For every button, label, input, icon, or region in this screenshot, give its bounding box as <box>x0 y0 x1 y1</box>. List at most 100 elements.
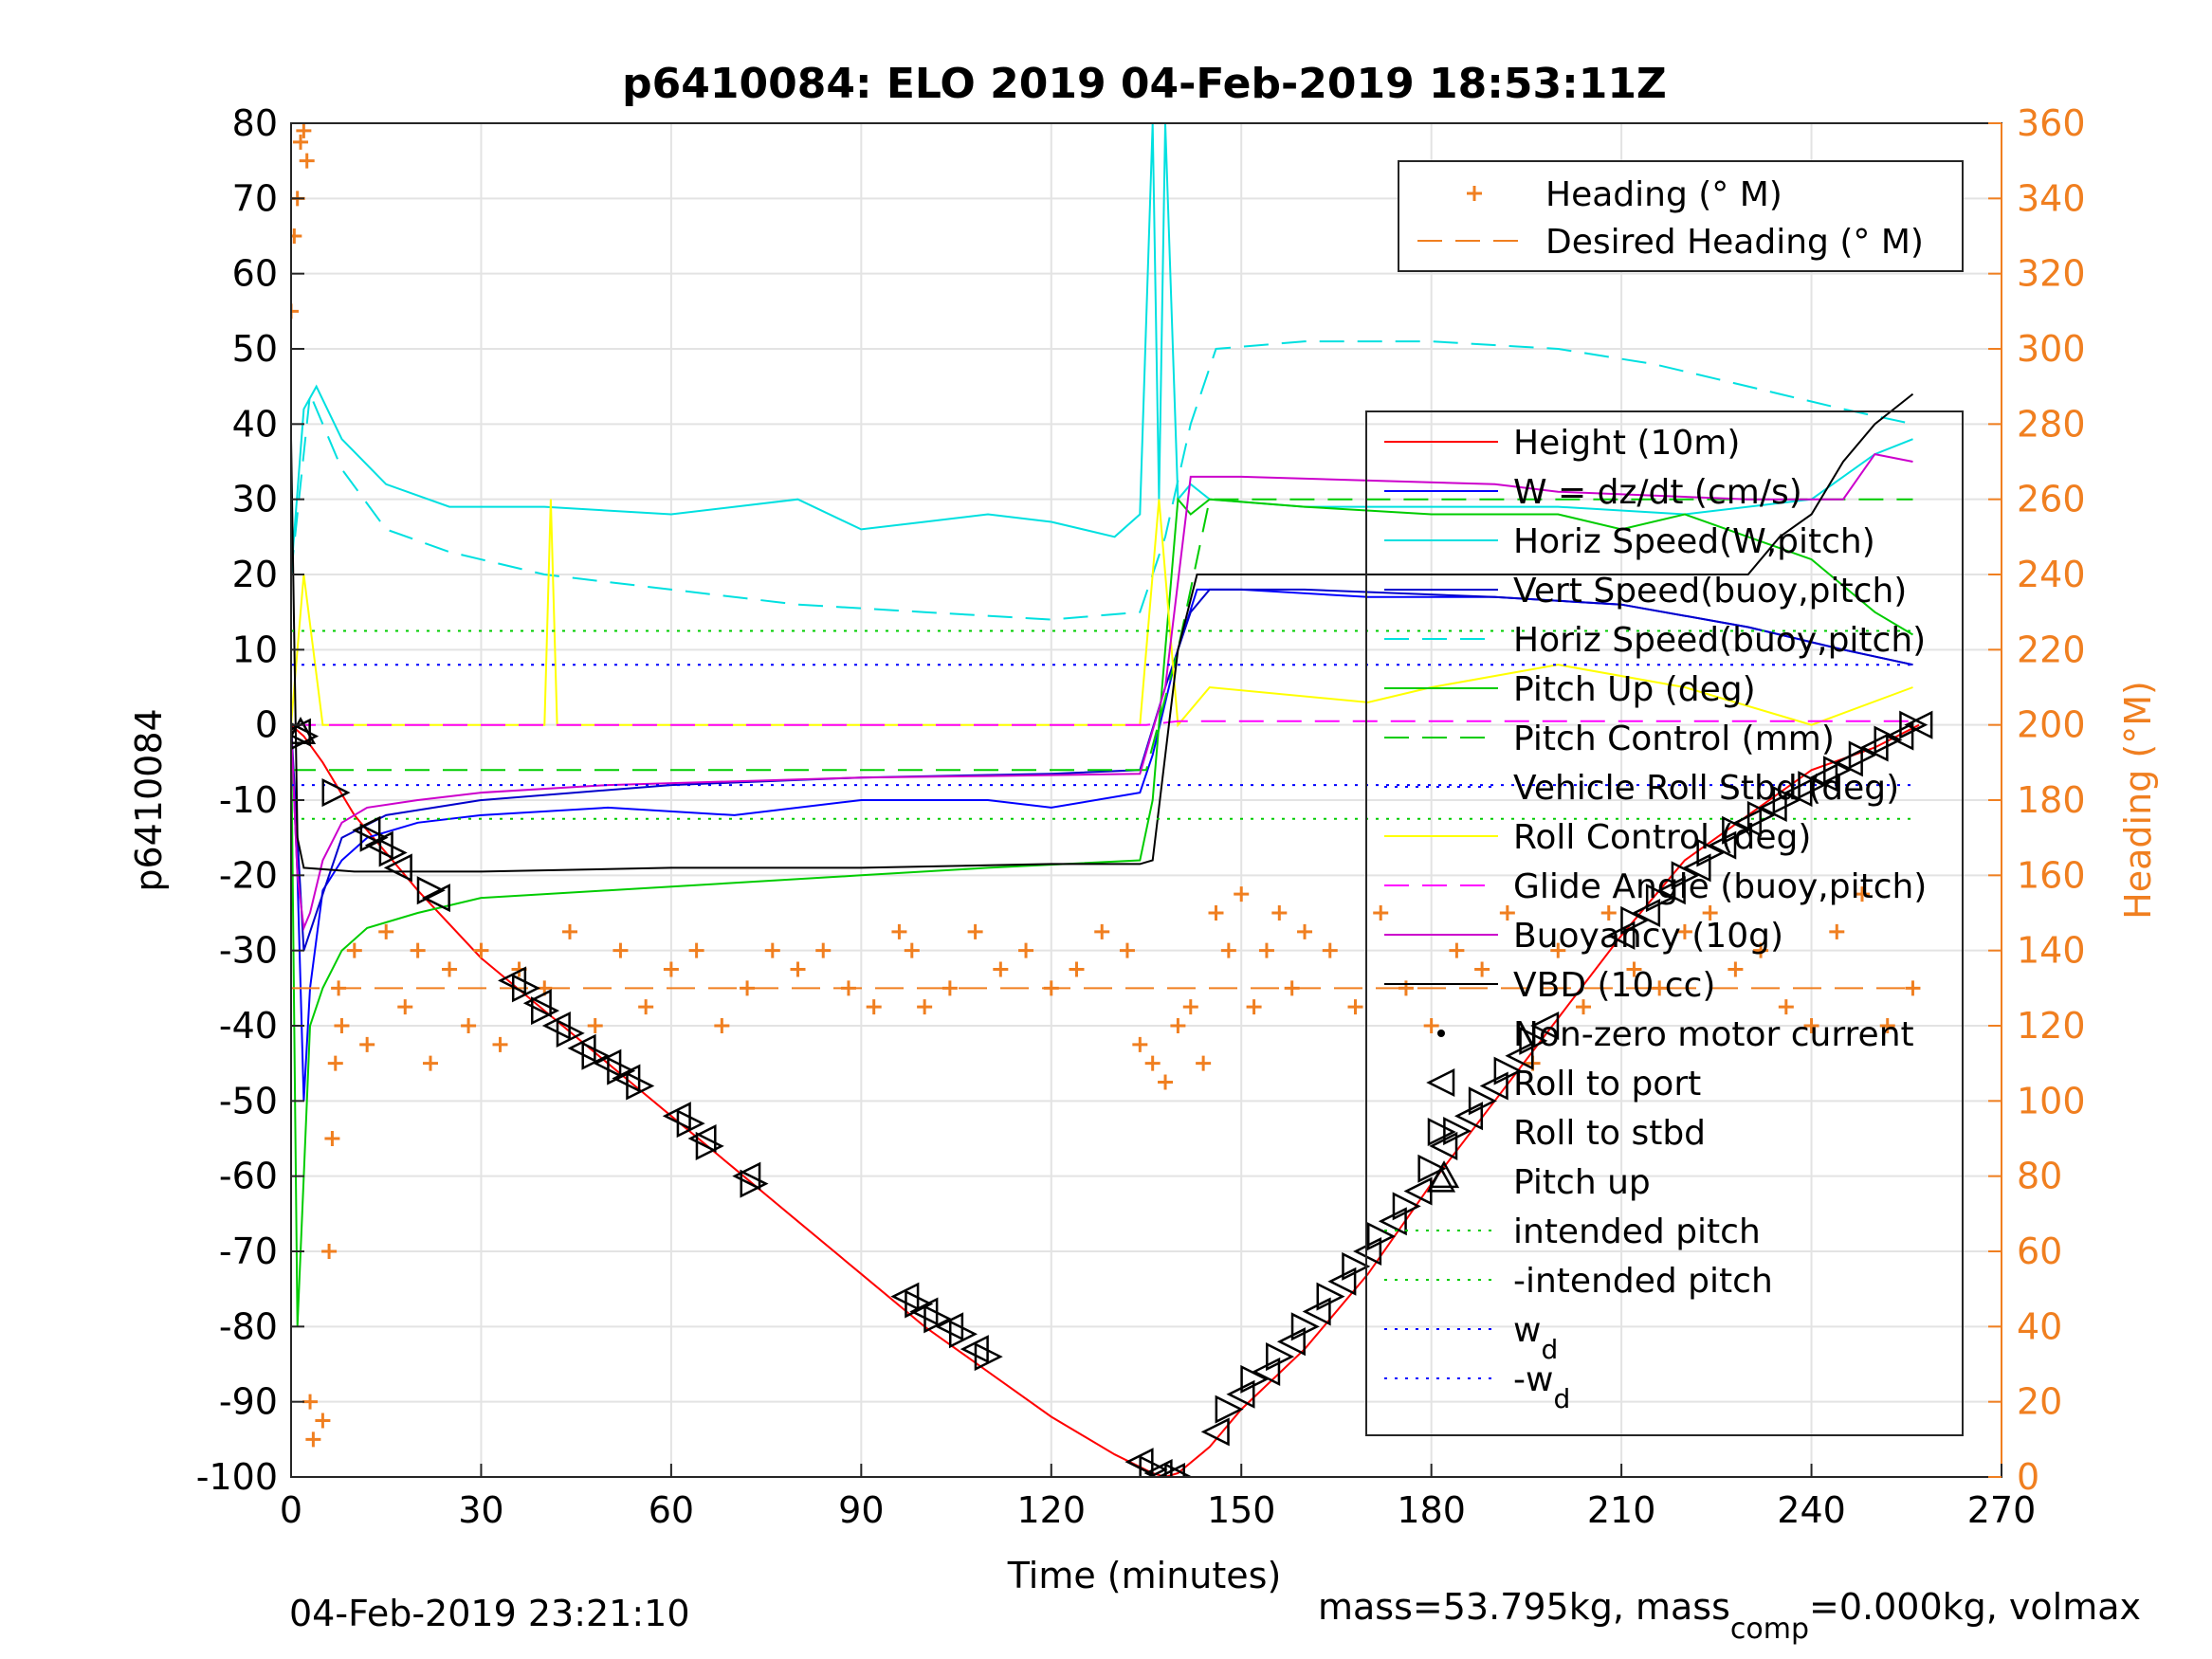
series-line-2 <box>291 123 1913 575</box>
legend-main-label-14: Roll to stbd <box>1513 1114 1706 1153</box>
roll-stbd-marker-43 <box>1874 725 1903 755</box>
heading-point-54 <box>1182 999 1198 1015</box>
heading-point-21 <box>461 1018 477 1033</box>
roll-stbd-marker-42 <box>1848 740 1877 770</box>
heading-point-64 <box>1322 942 1338 958</box>
heading-point-23 <box>492 1036 508 1052</box>
heading-point-84 <box>1829 923 1845 939</box>
y2-tick-label-4: 280 <box>2017 403 2086 445</box>
roll-stbd-marker-23 <box>1290 1312 1320 1341</box>
roll-port-marker-21 <box>1200 1417 1230 1447</box>
x-tick-label-6: 180 <box>1397 1489 1466 1531</box>
y2-tick-label-6: 240 <box>2017 554 2086 595</box>
legend-main-sample-15 <box>1426 1166 1456 1193</box>
heading-point-27 <box>587 1018 603 1033</box>
series-layer <box>291 123 1920 1477</box>
heading-point-8 <box>315 1413 331 1429</box>
y-tick-label-13: -50 <box>219 1080 278 1121</box>
legend-main-label-4: Horiz Speed(buoy,pitch) <box>1513 621 1926 660</box>
roll-stbd-marker-19 <box>1164 1462 1194 1477</box>
ticks: 0 30 60 90 120 150 180 210 240 270 80 70 60 50 40 30 20 1… <box>196 102 2086 1531</box>
roll-stbd-marker-18 <box>1139 1455 1168 1477</box>
heading-point-75 <box>1600 905 1617 921</box>
roll-stbd-marker-34 <box>1645 884 1674 913</box>
heading-point-16 <box>378 923 394 939</box>
legend-main-label-1: W = dz/dt (cm/s) <box>1513 473 1802 512</box>
heading-point-18 <box>410 942 426 958</box>
x-tick-label-5: 150 <box>1207 1489 1276 1531</box>
y-tick-label-2: 60 <box>232 253 278 295</box>
heading-point-69 <box>1449 942 1465 958</box>
legend-main-label-9: Glide Angle (buoy,pitch) <box>1513 867 1927 906</box>
legend-heading: Heading (° M) Desired Heading (° M) <box>1398 160 1964 272</box>
heading-point-6 <box>302 1394 319 1410</box>
pitch-up-marker-0 <box>291 717 317 745</box>
x-tick-label-2: 60 <box>649 1489 694 1531</box>
y2-tick-label-5: 260 <box>2017 479 2086 520</box>
heading-point-66 <box>1373 905 1389 921</box>
footer-left: 04-Feb-2019 23:21:10 <box>289 1593 690 1634</box>
roll-stbd-marker-1 <box>321 778 351 808</box>
y2-tick-label-7: 220 <box>2017 629 2086 670</box>
y2-tick-label-0: 360 <box>2017 102 2086 144</box>
roll-stbd-marker-27 <box>1392 1192 1421 1221</box>
heading-point-17 <box>397 999 413 1015</box>
y-tick-label-14: -60 <box>219 1156 278 1197</box>
heading-point-34 <box>764 942 780 958</box>
heading-point-55 <box>1196 1055 1212 1071</box>
series-line-6 <box>291 498 1913 772</box>
y2-tick-label-10: 160 <box>2017 854 2086 896</box>
heading-point-15 <box>359 1036 375 1052</box>
y2-tick-label-12: 120 <box>2017 1005 2086 1047</box>
footer-mass-sub: comp <box>1730 1613 1809 1646</box>
roll-stbd-marker-3 <box>378 838 408 867</box>
heading-point-43 <box>967 923 983 939</box>
y-axis-label: p6410084 <box>128 708 170 891</box>
y2-tick-label-3: 300 <box>2017 328 2086 370</box>
y2-tick-label-15: 60 <box>2017 1231 2062 1272</box>
y-tick-label-16: -80 <box>219 1305 278 1347</box>
heading-point-73 <box>1550 942 1566 958</box>
legend-main-box <box>1365 410 1964 1436</box>
heading-point-79 <box>1702 905 1718 921</box>
heading-point-74 <box>1576 999 1592 1015</box>
roll-stbd-marker-40 <box>1798 771 1827 800</box>
roll-stbd-marker-9 <box>607 1056 636 1085</box>
roll-port-marker-1 <box>352 815 381 845</box>
legend-main-label-5: Pitch Up (deg) <box>1513 670 1756 709</box>
heading-point-42 <box>941 980 958 996</box>
heading-point-19 <box>422 1055 438 1071</box>
y-tick-label-7: 10 <box>232 629 278 670</box>
heading-point-22 <box>473 942 489 958</box>
heading-point-87 <box>1905 980 1921 996</box>
heading-point-28 <box>612 942 629 958</box>
roll-port-marker-4 <box>421 884 450 913</box>
legend-main-sample-12 <box>1437 1030 1445 1037</box>
heading-point-77 <box>1652 980 1668 996</box>
heading-point-62 <box>1284 980 1300 996</box>
roll-stbd-marker-25 <box>1342 1251 1371 1281</box>
y-tick-label-4: 40 <box>232 403 278 445</box>
marker-layer <box>291 710 1933 1477</box>
series-line-5 <box>291 497 1914 1327</box>
heading-point-61 <box>1271 905 1288 921</box>
legend-main-label-2: Horiz Speed(W,pitch) <box>1513 522 1875 561</box>
heading-point-82 <box>1778 999 1794 1015</box>
roll-stbd-marker-28 <box>1417 1154 1447 1183</box>
heading-point-26 <box>561 923 577 939</box>
y-tick-label-15: -70 <box>219 1231 278 1272</box>
roll-port-marker-6 <box>522 989 552 1018</box>
x-tick-label-8: 240 <box>1777 1489 1846 1531</box>
heading-point-83 <box>1803 1018 1819 1033</box>
y-tick-label-8: 0 <box>255 704 278 746</box>
legend-main-sub-18: d <box>1541 1334 1558 1365</box>
roll-stbd-marker-36 <box>1696 838 1726 867</box>
roll-stbd-marker-10 <box>626 1071 655 1101</box>
heading-point-58 <box>1234 886 1250 902</box>
footer-volmax: =0.000kg, volmax <box>1809 1586 2141 1628</box>
heading-point-57 <box>1220 942 1236 958</box>
roll-stbd-marker-38 <box>1746 800 1776 830</box>
heading-point-14 <box>346 942 362 958</box>
legend-heading-sample-0 <box>1467 186 1482 201</box>
